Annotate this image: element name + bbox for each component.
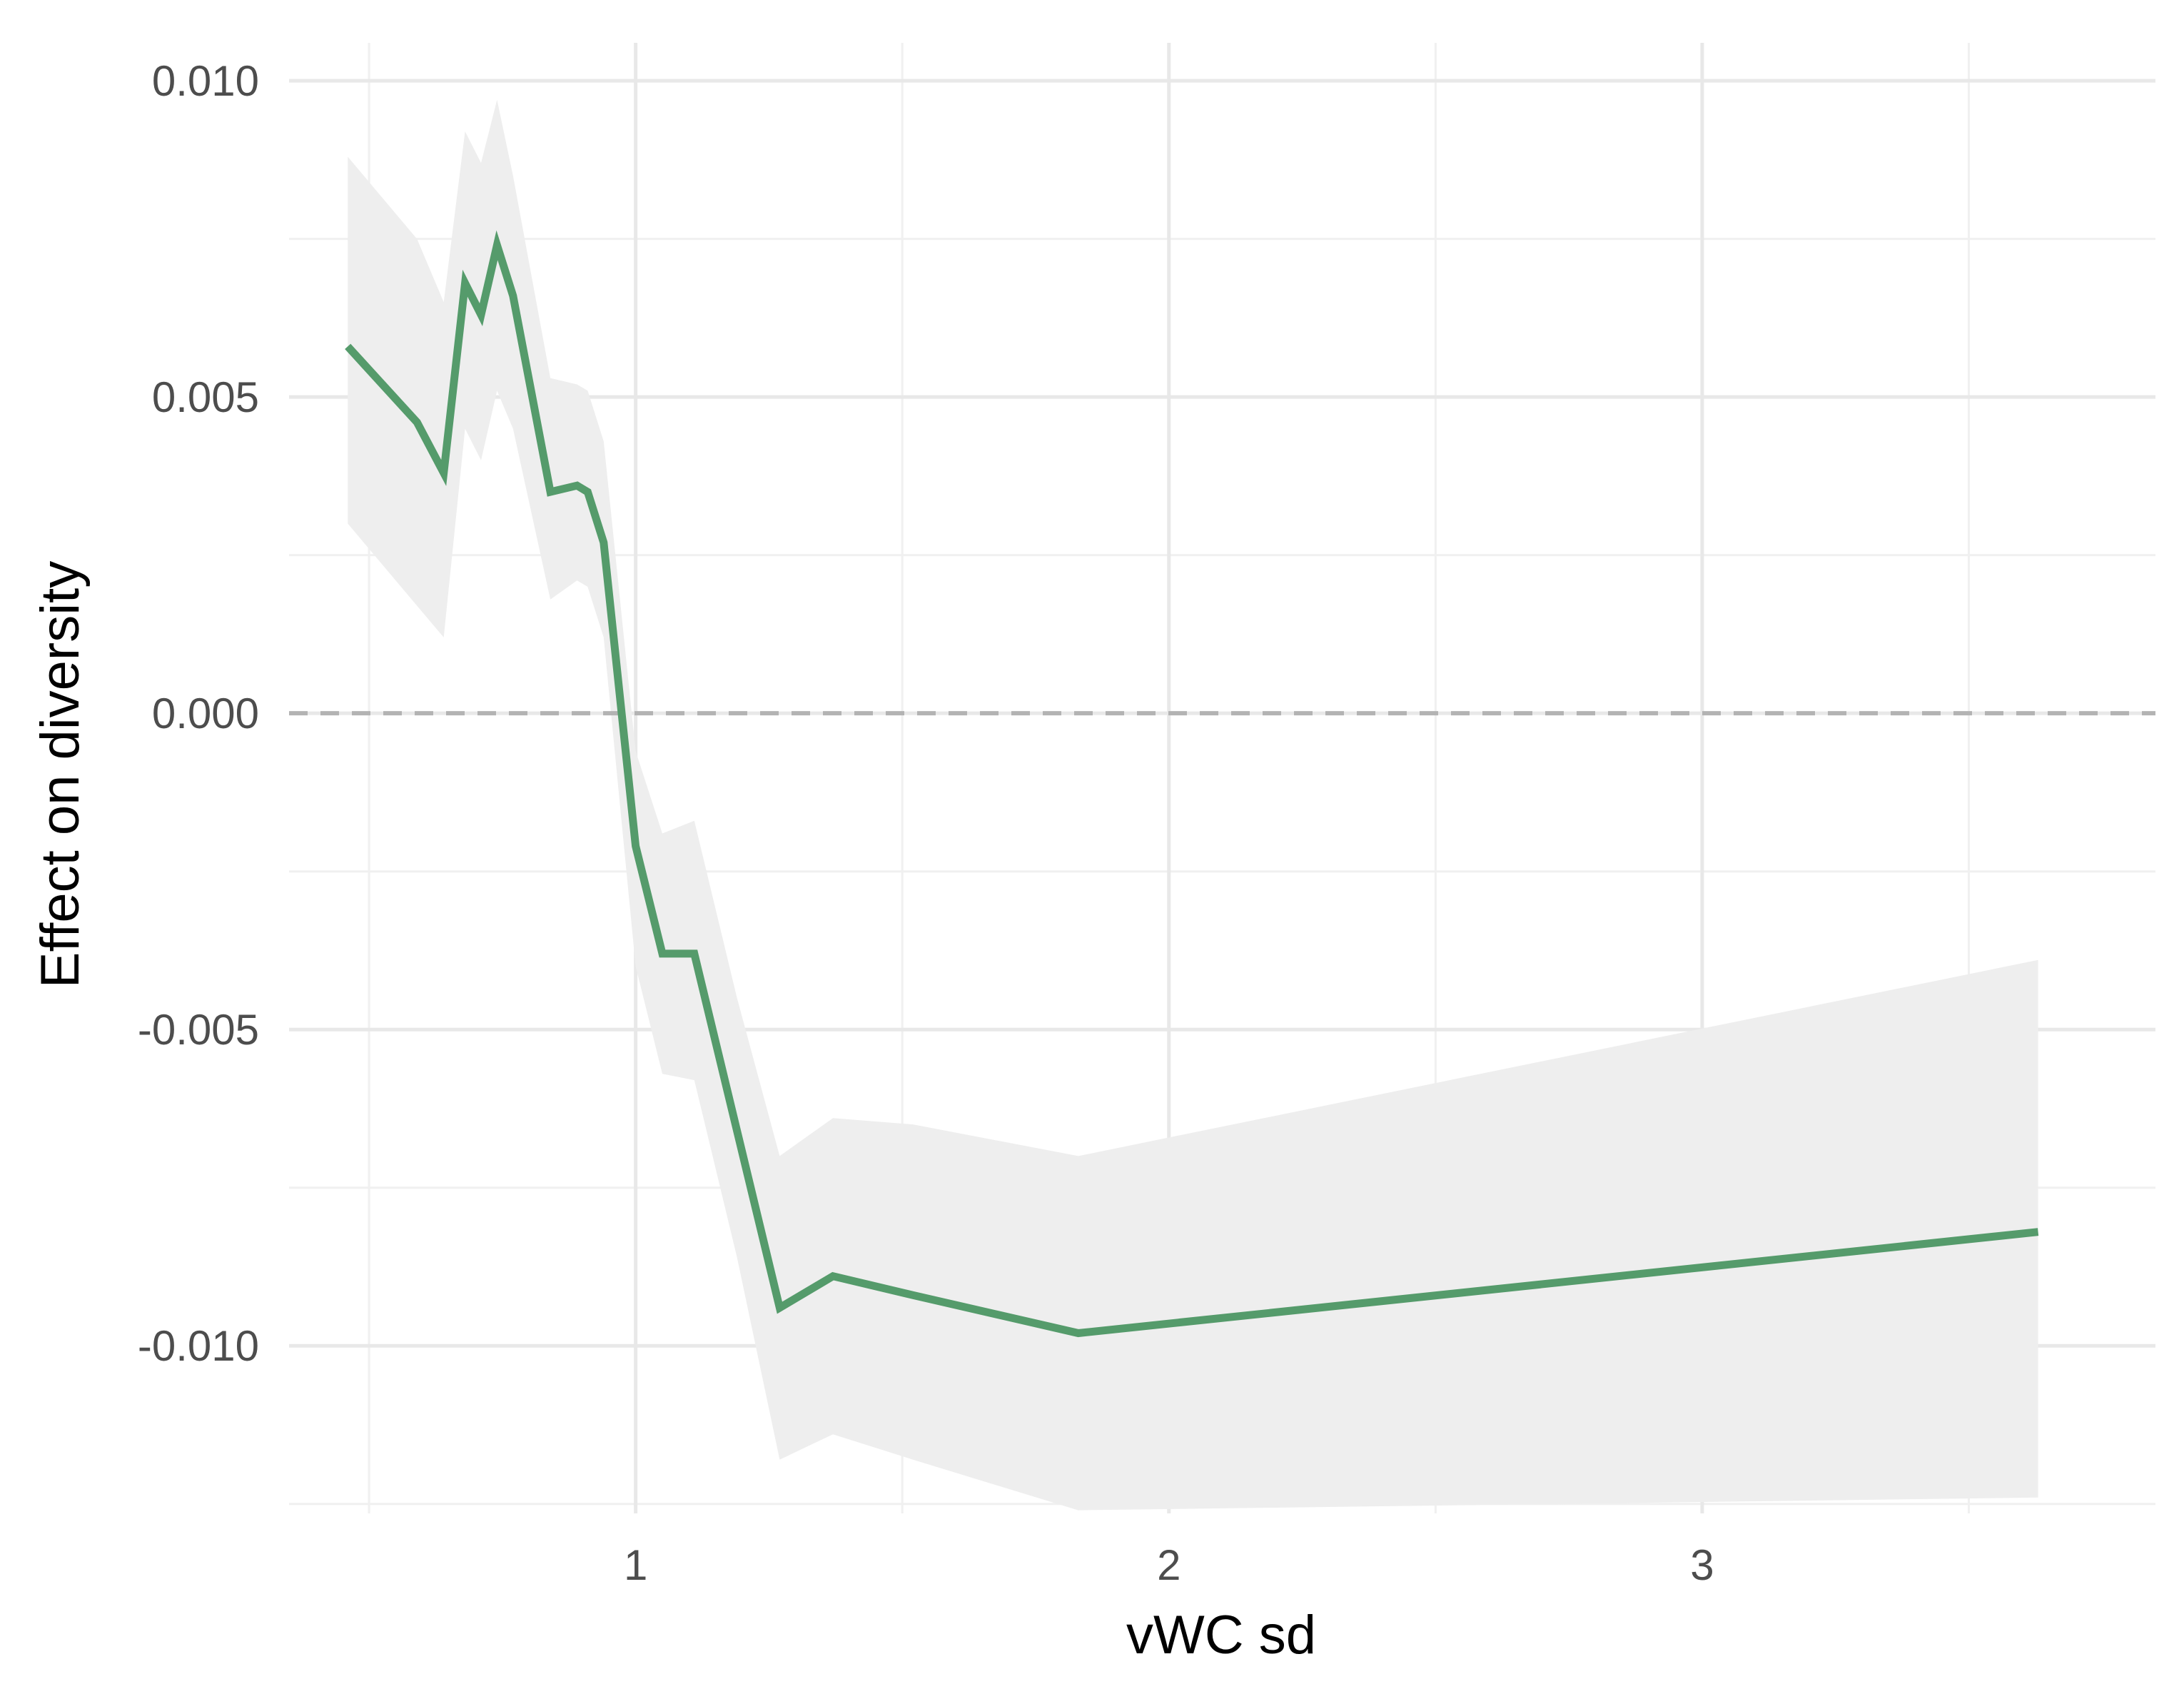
confidence-band <box>348 99 2038 1511</box>
y-axis-tick-labels: 0.010 0.005 0.000 -0.005 -0.010 <box>138 57 259 1370</box>
x-tick-label: 3 <box>1690 1541 1714 1589</box>
x-axis-tick-labels: 1 2 3 <box>624 1541 1714 1589</box>
x-tick-label: 1 <box>624 1541 647 1589</box>
y-tick-label: -0.010 <box>138 1322 259 1370</box>
y-axis-title: Effect on diversity <box>30 561 91 988</box>
x-tick-label: 2 <box>1157 1541 1181 1589</box>
y-tick-label: 0.000 <box>152 690 259 737</box>
y-tick-label: -0.005 <box>138 1006 259 1054</box>
y-tick-label: 0.010 <box>152 57 259 105</box>
confidence-band-layer <box>348 99 2038 1511</box>
y-tick-label: 0.005 <box>152 373 259 421</box>
effect-line <box>345 230 2039 1338</box>
x-axis-title: vWC sd <box>1126 1605 1316 1665</box>
effect-line-layer <box>345 230 2039 1338</box>
